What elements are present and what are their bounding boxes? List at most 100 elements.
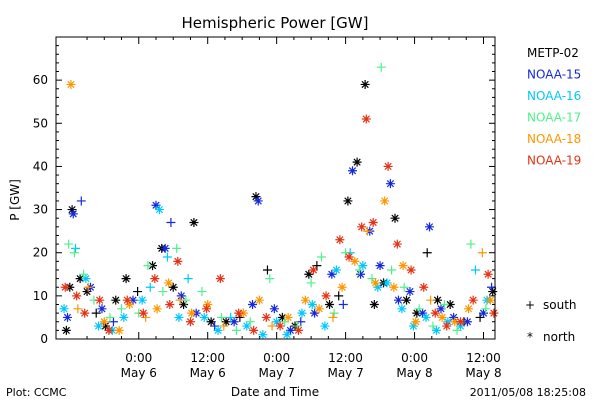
south-point xyxy=(175,295,185,305)
plot-timestamp: 2011/05/08 18:25:08 xyxy=(470,386,586,399)
north-point xyxy=(238,308,248,318)
north-point xyxy=(335,235,345,245)
north-point xyxy=(285,325,295,335)
y-tick-label: 30 xyxy=(33,203,48,217)
south-point xyxy=(338,299,348,309)
south-point xyxy=(316,252,326,262)
north-point xyxy=(373,282,383,292)
y-tick-label: 10 xyxy=(33,289,48,303)
north-point xyxy=(327,269,337,279)
south-point xyxy=(216,312,226,322)
north-point xyxy=(405,287,415,297)
y-tick-label: 50 xyxy=(33,116,48,130)
marker-legend-symbol: + xyxy=(525,298,535,312)
north-point xyxy=(375,261,385,271)
north-point xyxy=(272,317,282,327)
south-point xyxy=(466,239,476,249)
south-point xyxy=(158,287,168,297)
north-point xyxy=(253,196,263,206)
south-point xyxy=(83,282,93,292)
north-point xyxy=(431,325,441,335)
north-point xyxy=(104,325,114,335)
south-point xyxy=(133,287,143,297)
x-tick-date-label: May 7 xyxy=(259,366,295,380)
north-point xyxy=(361,114,371,124)
south-point xyxy=(141,312,151,322)
north-point xyxy=(419,282,429,292)
series-legend: METP-02 NOAA-15 NOAA-16 NOAA-17 NOAA-18 NOAA-… xyxy=(527,46,581,168)
north-point xyxy=(174,312,184,322)
legend-entry: NOAA-16 xyxy=(527,89,581,103)
north-point xyxy=(392,239,402,249)
marker-legend-label: north xyxy=(543,330,575,344)
north-point xyxy=(199,312,209,322)
north-point xyxy=(72,291,82,301)
south-point xyxy=(399,282,409,292)
north-point xyxy=(164,278,174,288)
north-point xyxy=(114,325,124,335)
north-point xyxy=(60,282,70,292)
north-point xyxy=(152,304,162,314)
south-point xyxy=(143,261,153,271)
north-point xyxy=(68,209,78,219)
north-point xyxy=(370,278,380,288)
south-point xyxy=(166,218,176,228)
south-point xyxy=(452,325,462,335)
plot-credit: Plot: CCMC xyxy=(6,386,67,399)
north-point xyxy=(369,299,379,309)
south-point xyxy=(162,252,172,262)
south-point xyxy=(69,248,79,258)
north-point xyxy=(66,79,76,89)
north-point xyxy=(62,312,72,322)
north-point xyxy=(385,179,395,189)
x-tick-time-label: 0:00 xyxy=(401,351,428,365)
north-point xyxy=(283,312,293,322)
north-point xyxy=(229,317,239,327)
north-point xyxy=(160,243,170,253)
north-point xyxy=(397,304,407,314)
south-point xyxy=(306,278,316,288)
north-point xyxy=(258,330,268,340)
north-point xyxy=(456,317,466,327)
north-point xyxy=(191,308,201,318)
legend-entry: NOAA-18 xyxy=(527,132,581,146)
x-tick-time-label: 12:00 xyxy=(190,351,225,365)
north-point xyxy=(269,304,279,314)
north-point xyxy=(445,299,455,309)
north-point xyxy=(82,287,92,297)
south-point xyxy=(76,196,86,206)
x-tick-time-label: 12:00 xyxy=(466,351,501,365)
south-point xyxy=(105,312,115,322)
south-point xyxy=(219,321,229,331)
north-point xyxy=(125,299,135,309)
north-point xyxy=(168,282,178,292)
north-point xyxy=(94,321,104,331)
north-point xyxy=(221,317,231,327)
chart-title: Hemispheric Power [GW] xyxy=(182,14,369,32)
marker-legend: + south * north xyxy=(525,298,577,344)
north-point xyxy=(251,192,261,202)
north-point xyxy=(433,295,443,305)
north-point xyxy=(393,295,403,305)
north-point xyxy=(304,269,314,279)
north-point xyxy=(357,222,367,232)
north-point xyxy=(352,157,362,167)
north-point xyxy=(95,295,105,305)
north-point xyxy=(128,295,138,305)
series-points xyxy=(64,62,491,335)
north-point xyxy=(148,261,158,271)
x-tick-time-label: 0:00 xyxy=(125,351,152,365)
north-point xyxy=(165,299,175,309)
north-point xyxy=(249,325,259,335)
north-point xyxy=(344,252,354,262)
series-points xyxy=(66,79,495,335)
north-point xyxy=(234,308,244,318)
north-point xyxy=(430,308,440,318)
north-point xyxy=(390,213,400,223)
north-point xyxy=(81,274,91,284)
north-point xyxy=(358,261,368,271)
north-point xyxy=(382,278,392,288)
north-point xyxy=(337,282,347,292)
north-point xyxy=(121,274,131,284)
